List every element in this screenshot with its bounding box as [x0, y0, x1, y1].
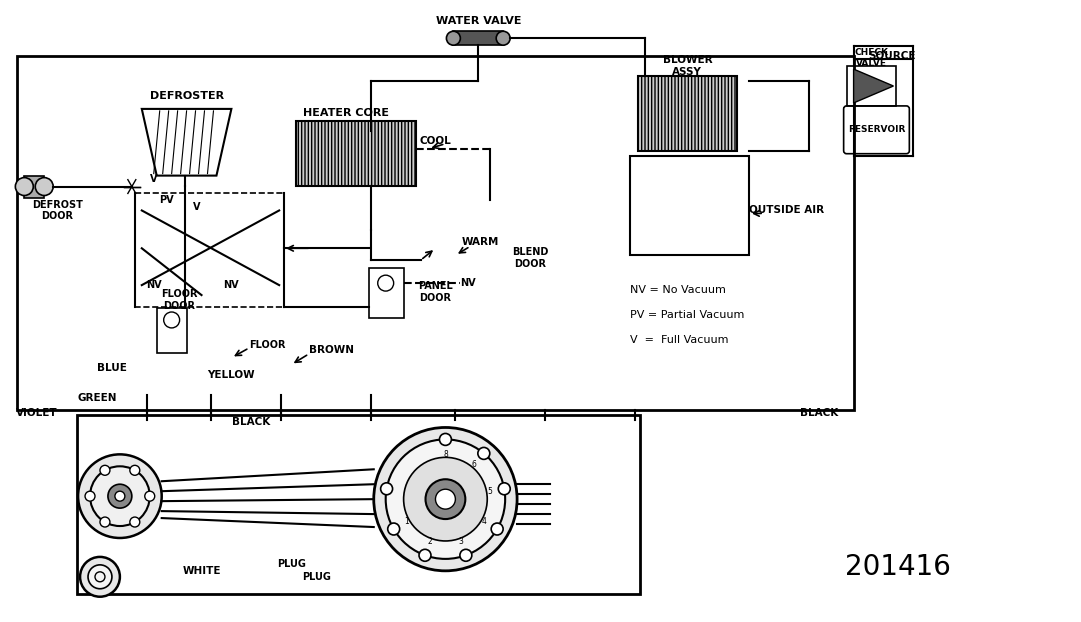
Text: WATER VALVE: WATER VALVE	[436, 16, 521, 26]
Text: PV = Partial Vacuum: PV = Partial Vacuum	[629, 310, 744, 320]
Bar	[369, 268, 403, 318]
Bar	[846, 66, 896, 106]
Text: CHECK
VALVE: CHECK VALVE	[854, 49, 889, 68]
Text: V: V	[192, 203, 200, 213]
Bar	[629, 156, 749, 255]
Circle shape	[78, 454, 162, 538]
Circle shape	[108, 484, 132, 508]
Text: PLUG: PLUG	[302, 572, 331, 582]
Circle shape	[388, 523, 400, 535]
Text: SOURCE: SOURCE	[868, 51, 916, 61]
Circle shape	[99, 517, 110, 527]
Circle shape	[498, 483, 510, 494]
Bar	[17, 56, 854, 409]
Text: RESERVOIR: RESERVOIR	[848, 125, 905, 134]
Text: PV: PV	[159, 195, 174, 205]
Text: V  =  Full Vacuum: V = Full Vacuum	[629, 335, 729, 345]
Circle shape	[478, 447, 490, 460]
Text: FLOOR
DOOR: FLOOR DOOR	[161, 289, 198, 311]
Circle shape	[403, 457, 488, 541]
Circle shape	[440, 434, 452, 445]
Text: YELLOW: YELLOW	[208, 369, 255, 379]
Circle shape	[491, 523, 503, 535]
Text: 5: 5	[488, 487, 492, 496]
Text: PLUG: PLUG	[277, 559, 306, 569]
Circle shape	[436, 489, 455, 509]
Circle shape	[496, 31, 510, 45]
Text: NV: NV	[224, 280, 239, 290]
Polygon shape	[854, 69, 893, 103]
Text: 8: 8	[443, 450, 448, 459]
Text: WARM: WARM	[462, 238, 499, 248]
Text: WHITE: WHITE	[183, 566, 221, 576]
Text: V: V	[150, 174, 158, 183]
Text: 2: 2	[428, 537, 432, 545]
Text: BLOWER
ASSY: BLOWER ASSY	[663, 55, 712, 77]
Circle shape	[419, 549, 431, 561]
Circle shape	[36, 178, 53, 195]
Circle shape	[459, 549, 471, 561]
Bar	[135, 193, 284, 307]
Text: BLUE: BLUE	[97, 363, 126, 373]
Circle shape	[88, 565, 112, 589]
Text: DEFROST
DOOR: DEFROST DOOR	[31, 200, 82, 221]
Circle shape	[115, 491, 125, 501]
Text: COOL: COOL	[419, 136, 452, 146]
Circle shape	[386, 439, 505, 559]
Circle shape	[381, 483, 392, 494]
Circle shape	[145, 491, 155, 501]
Circle shape	[446, 31, 461, 45]
Circle shape	[426, 479, 465, 519]
Text: OUTSIDE AIR: OUTSIDE AIR	[749, 205, 824, 215]
Text: GREEN: GREEN	[77, 392, 117, 402]
Bar	[77, 414, 640, 594]
Text: BROWN: BROWN	[309, 345, 355, 355]
Circle shape	[80, 557, 120, 596]
Text: 4: 4	[482, 517, 486, 526]
Text: BLACK: BLACK	[800, 407, 838, 417]
Bar	[157, 308, 187, 353]
Text: PANEL
DOOR: PANEL DOOR	[418, 281, 453, 303]
Text: DEFROSTER: DEFROSTER	[149, 91, 224, 101]
Text: VIOLET: VIOLET	[16, 407, 58, 417]
Text: 201416: 201416	[845, 553, 951, 581]
Text: NV: NV	[146, 280, 161, 290]
Text: 6: 6	[471, 460, 477, 470]
Circle shape	[85, 491, 95, 501]
Circle shape	[374, 427, 517, 571]
Circle shape	[15, 178, 34, 195]
Bar	[453, 31, 503, 45]
Text: NV: NV	[461, 278, 476, 288]
Bar	[24, 175, 44, 198]
Bar	[296, 121, 415, 185]
Circle shape	[130, 517, 139, 527]
Text: FLOOR: FLOOR	[250, 340, 285, 350]
Text: 1: 1	[404, 517, 409, 526]
Text: BLEND
DOOR: BLEND DOOR	[512, 248, 548, 269]
Circle shape	[130, 465, 139, 475]
Circle shape	[99, 465, 110, 475]
Text: HEATER CORE: HEATER CORE	[303, 108, 389, 118]
Circle shape	[90, 466, 150, 526]
Text: 3: 3	[458, 537, 463, 545]
Text: BLACK: BLACK	[232, 417, 270, 427]
Text: NV = No Vacuum: NV = No Vacuum	[629, 285, 725, 295]
Bar	[638, 76, 737, 151]
